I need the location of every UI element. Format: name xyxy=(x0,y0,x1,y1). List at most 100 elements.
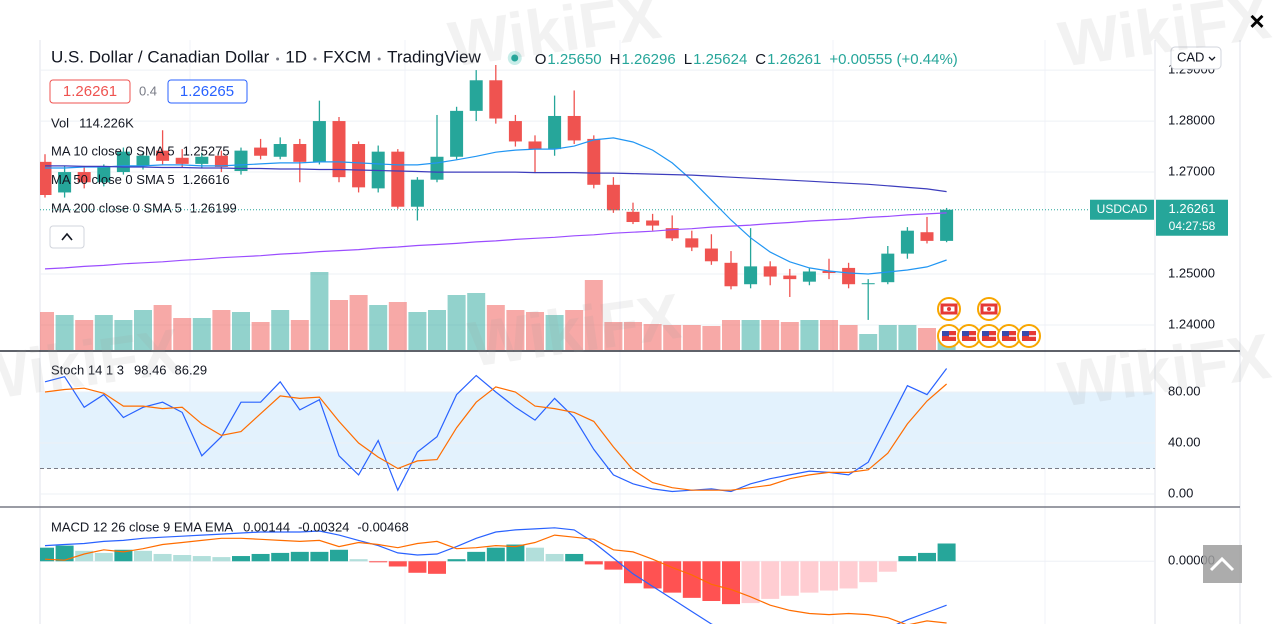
volume-bar xyxy=(173,318,192,350)
volume-bar xyxy=(761,320,780,350)
candle-body xyxy=(293,144,307,162)
scroll-top-icon xyxy=(1209,556,1235,572)
histogram xyxy=(40,543,956,605)
volume-bar xyxy=(40,312,54,350)
legend-name: MACD 12 26 close 9 EMA EMA xyxy=(51,519,233,534)
legend-value: 114.226K xyxy=(79,115,134,130)
volume-bar xyxy=(526,312,544,350)
status-dot xyxy=(511,54,519,62)
candle-body xyxy=(704,248,718,262)
sell-price: 1.26261 xyxy=(63,83,117,100)
candle-body xyxy=(254,147,268,156)
ohlc-label: H xyxy=(610,51,621,68)
histogram-bar xyxy=(134,550,152,562)
candle-body xyxy=(136,155,150,166)
volume-bar xyxy=(428,310,446,350)
stoch-line xyxy=(44,368,948,493)
legend-value: 1.26616 xyxy=(183,172,230,187)
volume-bar xyxy=(722,320,740,350)
volume-bar xyxy=(290,320,309,350)
ohlc-value: 1.25624 xyxy=(693,51,747,68)
candle-body xyxy=(352,144,366,188)
legend-name: MA 200 close 0 SMA 5 xyxy=(51,200,182,215)
platform: TradingView xyxy=(387,47,481,66)
currency-box[interactable] xyxy=(1170,46,1222,70)
candle-body xyxy=(940,209,954,241)
histogram-bar xyxy=(467,551,486,562)
stoch-line xyxy=(44,383,947,491)
histogram-bar xyxy=(722,561,740,605)
histogram-bar xyxy=(75,550,94,562)
legend-value: -0.00468 xyxy=(357,519,408,534)
candle-body xyxy=(587,138,601,185)
volume-bars xyxy=(40,272,956,350)
separator-dot xyxy=(276,57,280,61)
volume-bar xyxy=(839,325,858,350)
change: +0.00555 (+0.44%) xyxy=(829,51,957,68)
histogram-bar xyxy=(584,561,603,565)
histogram-bar xyxy=(800,561,819,593)
ticker-tag xyxy=(1090,199,1154,220)
histogram-bar xyxy=(94,552,113,562)
candle-body xyxy=(410,179,424,207)
volume-bar xyxy=(584,280,603,350)
ohlc-value: 1.25650 xyxy=(547,51,601,68)
candle-body xyxy=(58,172,72,193)
ticker-tag-label: USDCAD xyxy=(1097,202,1148,216)
legend-value: 86.29 xyxy=(175,362,208,377)
volume-bar xyxy=(820,320,838,350)
volume-bar xyxy=(780,322,799,350)
histogram-bar xyxy=(526,547,544,562)
volume-bar xyxy=(349,295,368,350)
separator-dot xyxy=(313,57,317,61)
candle-body xyxy=(861,283,875,285)
volume-bar xyxy=(918,328,936,350)
close-button[interactable]: × xyxy=(1249,6,1264,36)
volume-bar xyxy=(271,310,290,350)
candle-body xyxy=(332,121,346,178)
volume-bar xyxy=(408,312,427,350)
histogram-bar xyxy=(192,556,211,562)
histogram-bar xyxy=(408,561,427,573)
legend-name: MA 10 close 0 SMA 5 xyxy=(51,143,175,158)
histogram-bar xyxy=(447,559,466,562)
volume-bar xyxy=(643,324,662,350)
histogram-bar xyxy=(702,561,721,601)
volume-bar xyxy=(134,310,152,350)
histogram-bar xyxy=(663,561,682,593)
histogram-bar xyxy=(55,545,74,562)
candle-body xyxy=(783,275,797,280)
collapse-button[interactable] xyxy=(49,225,85,249)
interval: 1D xyxy=(285,47,307,66)
collapse-icon xyxy=(61,232,73,241)
candle-body xyxy=(626,211,640,223)
spread: 0.4 xyxy=(139,83,157,98)
candles xyxy=(40,64,954,320)
ohlc-value: 1.26261 xyxy=(767,51,821,68)
candle-body xyxy=(744,266,758,285)
volume-bar xyxy=(878,325,897,350)
histogram-bar xyxy=(251,553,270,562)
buy-box[interactable] xyxy=(167,79,248,104)
volume-bar xyxy=(388,302,407,350)
flag-part xyxy=(947,307,951,311)
ohlc-label: C xyxy=(755,51,766,68)
y-tick-label: 1.24000 xyxy=(1168,316,1215,331)
volume-bar xyxy=(702,326,721,350)
histogram-bar xyxy=(643,561,662,589)
sell-box[interactable] xyxy=(49,79,131,104)
histogram-bar xyxy=(682,561,701,598)
scroll-top-button[interactable] xyxy=(1203,545,1242,583)
candle-body xyxy=(97,166,111,183)
histogram-bar xyxy=(232,556,250,562)
histogram-bar xyxy=(565,553,584,562)
candle-body xyxy=(450,110,464,157)
histogram-bar xyxy=(349,559,368,562)
ma-line xyxy=(45,137,947,275)
volume-bar xyxy=(192,318,211,350)
volume-bar xyxy=(624,322,642,350)
candle-body xyxy=(469,80,483,111)
y-tick-label: 1.27000 xyxy=(1168,163,1215,178)
volume-bar xyxy=(212,310,231,350)
candle-body xyxy=(802,271,816,282)
